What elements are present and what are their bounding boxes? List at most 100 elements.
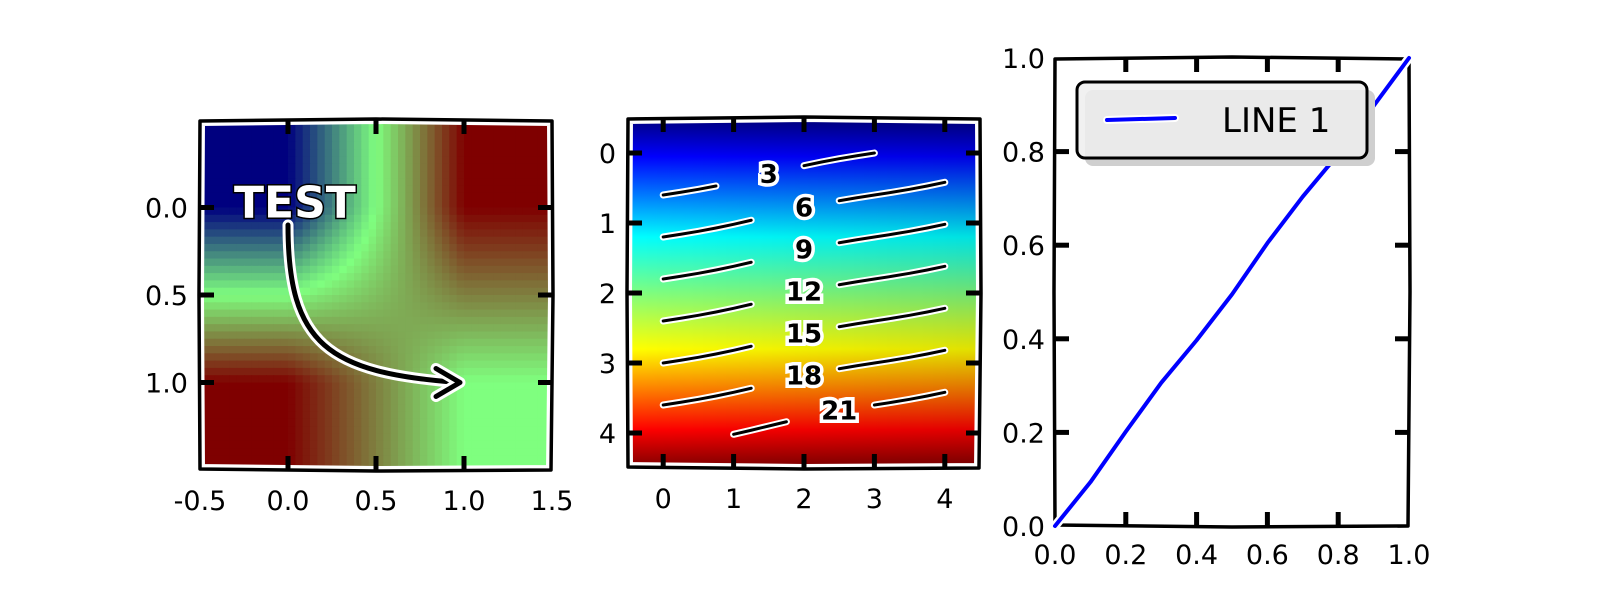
heatmap-cell [508,389,517,398]
heatmap-cell [361,295,370,304]
heatmap-cell [390,236,399,245]
heatmap-cell [500,236,509,245]
heatmap-cell [376,178,385,187]
heatmap-cell [310,207,319,216]
heatmap-cell [493,411,502,420]
heatmap-cell [251,346,260,355]
heatmap-cell [324,127,333,136]
heatmap-cell [522,411,531,420]
heatmap-cell [317,163,326,172]
heatmap-cell [376,214,385,223]
heatmap-cell [244,251,253,260]
heatmap-cell [222,302,231,311]
heatmap-cell [251,207,260,216]
heatmap-cell [229,324,238,333]
heatmap-cell [266,397,275,406]
heatmap-cell [222,353,231,362]
heatmap-cell [390,163,399,172]
heatmap-cell [258,171,267,180]
heatmap-cell [405,265,414,274]
heatmap-cell [405,316,414,325]
heatmap-cell [310,397,319,406]
heatmap-cell [339,418,348,428]
heatmap-cell [471,192,480,202]
heatmap-cell [295,455,304,464]
heatmap-cell [530,149,539,158]
heatmap-cell [339,156,348,165]
heatmap-cell [442,309,451,318]
heatmap-cell [317,375,326,384]
heatmap-cell [508,141,517,150]
heatmap-cell [500,280,509,289]
heatmap-cell [295,338,304,347]
heatmap-cell [236,185,245,194]
heatmap-cell [266,265,275,274]
heatmap-cell [464,353,473,362]
heatmap-cell [346,163,355,172]
heatmap-cell [530,280,539,289]
heatmap-cell [251,200,260,209]
heatmap-cell [251,397,260,406]
heatmap-cell [214,200,223,209]
heatmap-cell [310,404,319,413]
heatmap-cell [376,440,385,449]
heatmap-cell [390,360,399,369]
heatmap-cell [383,455,392,464]
heatmap-cell [442,207,451,216]
heatmap-cell [339,324,348,333]
heatmap-cell [376,287,385,296]
heatmap-cell [486,316,495,325]
contour-line [661,184,718,197]
heatmap-cell [339,185,348,194]
heatmap-cell [434,214,443,223]
heatmap-cell [346,229,355,238]
heatmap-cell [522,353,531,362]
heatmap-cell [508,324,517,333]
heatmap-cell [310,426,319,435]
heatmap-cell [390,265,399,274]
heatmap-cell [266,375,275,384]
heatmap-cell [324,367,333,377]
heatmap-cell [478,200,487,209]
heatmap-cell [317,222,326,231]
heatmap-cell [302,134,311,143]
heatmap-cell [361,448,370,457]
heatmap-cell [537,141,546,150]
heatmap-cell [383,258,392,267]
heatmap-cell [522,178,531,187]
heatmap-cell [214,316,223,325]
heatmap-cell [478,367,487,377]
contour-line [837,222,947,245]
heatmap-cell [434,331,443,340]
heatmap-cell [273,243,282,253]
heatmap-cell [471,134,480,143]
heatmap-cell [405,258,414,267]
heatmap-cell [530,229,539,238]
heatmap-cell [449,346,458,355]
heatmap-cell [427,360,436,369]
heatmap-cell [522,295,531,304]
heatmap-cell [295,127,304,136]
heatmap-cell [280,346,289,355]
heatmap-cell [478,156,487,165]
heatmap-cell [324,455,333,464]
heatmap-cell [244,295,253,304]
heatmap-cell [251,375,260,384]
heatmap-cell [515,353,524,362]
heatmap-cell [368,280,377,289]
heatmap-cell [537,251,546,260]
heatmap-cell [537,338,546,347]
heatmap-cell [310,360,319,369]
heatmap-cell [339,236,348,245]
heatmap-cell [229,331,238,340]
heatmap-cell [324,426,333,435]
heatmap-cell [346,236,355,245]
heatmap-cell [266,316,275,325]
heatmap-cell [376,192,385,202]
heatmap-cell [500,353,509,362]
heatmap-cell [493,163,502,172]
heatmap-cell [376,156,385,165]
heatmap-cell [229,404,238,413]
heatmap-cell [310,171,319,180]
heatmap-cell [530,433,539,442]
